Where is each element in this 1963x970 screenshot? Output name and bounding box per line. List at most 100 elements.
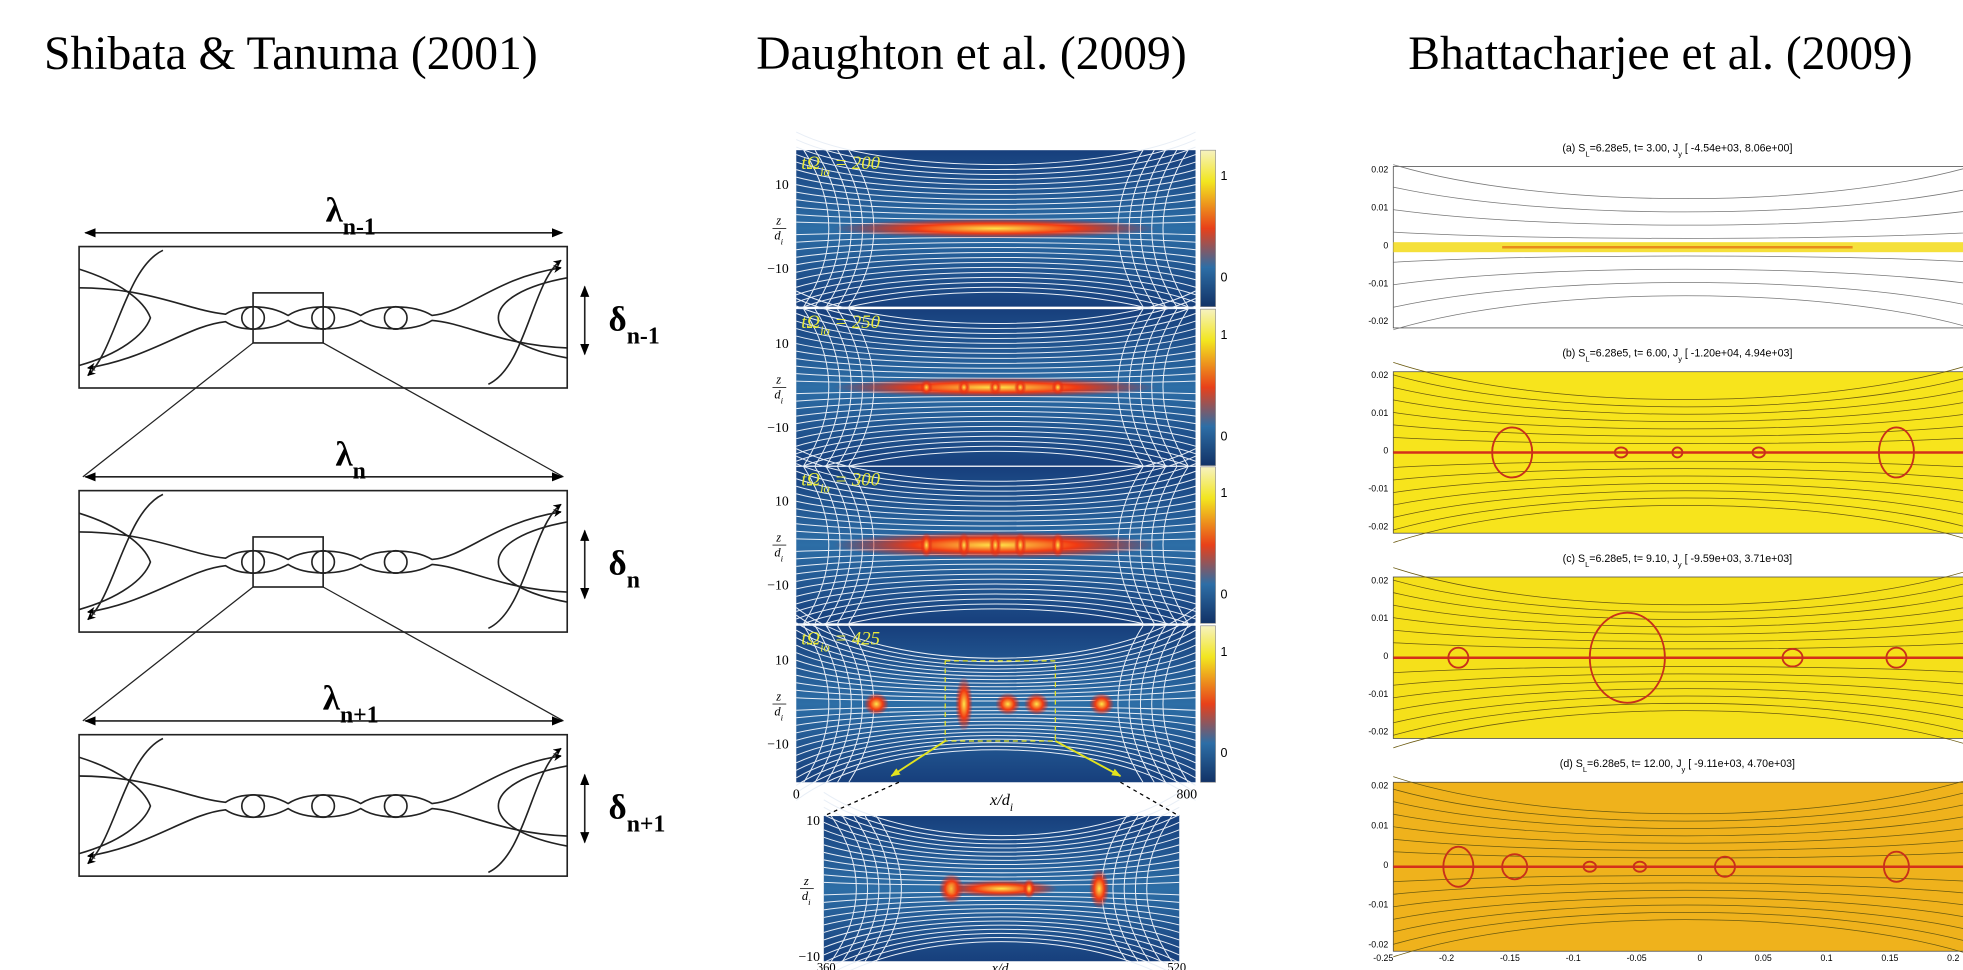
colorbar-tick: 0 [1221, 271, 1228, 285]
field-line [1393, 882, 1963, 895]
field-line [1162, 466, 1189, 624]
y-tick: 0.01 [1371, 820, 1388, 830]
subscript: io [820, 324, 830, 338]
field-line [796, 176, 1196, 195]
diagram-level [78, 737, 568, 874]
field-line [796, 425, 1196, 447]
text-part: x/d [989, 791, 1011, 809]
field-line [796, 410, 1196, 425]
field-line [823, 806, 1180, 845]
field-line [796, 139, 1196, 170]
field-line [796, 286, 1196, 318]
plasmoid [1014, 532, 1027, 558]
lambda-label: λn [335, 435, 365, 485]
field-line [1393, 776, 1963, 815]
text-part: (c) S [1563, 553, 1585, 565]
field-line [796, 515, 1196, 527]
field-line [1393, 788, 1963, 822]
y-tick: -0.01 [1368, 689, 1388, 699]
x-tick: 520 [1167, 960, 1186, 970]
field-lines [1393, 164, 1963, 331]
field-line [796, 603, 1196, 635]
text-part: tΩ [801, 629, 820, 650]
field-line [796, 256, 1196, 273]
field-line [1393, 460, 1963, 468]
y-tick: -0.01 [1368, 900, 1388, 910]
field-line [796, 644, 1196, 677]
field-line [796, 710, 1196, 719]
y-tick: 10 [775, 336, 789, 351]
field-line [1393, 399, 1963, 422]
y-tick: 10 [775, 653, 789, 668]
field-line [823, 924, 1180, 956]
field-line [1393, 268, 1963, 286]
plasmoid [989, 532, 1002, 558]
x-tick: -0.15 [1500, 953, 1520, 963]
field-line [1393, 666, 1963, 674]
field-line [796, 445, 1196, 477]
field-line [823, 844, 1180, 866]
field-line [795, 614, 1196, 663]
text-part: tΩ [801, 470, 820, 491]
plasmoid [1024, 692, 1050, 716]
field-line [488, 503, 562, 630]
text-part: x/d [991, 961, 1009, 970]
field-line [1146, 815, 1173, 962]
field-line [497, 765, 568, 847]
x-tick: -0.05 [1627, 953, 1647, 963]
y-label: z [775, 214, 781, 228]
field-line [1393, 889, 1963, 908]
field-line [823, 928, 1180, 963]
text-part: d [774, 545, 781, 559]
plasmoid [1781, 648, 1804, 668]
plasmoid [1089, 868, 1110, 909]
subscript: io [820, 482, 830, 496]
field-line [796, 405, 1196, 417]
field-lines [823, 791, 1180, 970]
subscript: n [627, 567, 640, 593]
y-tick: 0.02 [1371, 781, 1388, 791]
field-line [796, 652, 1196, 681]
field-line [795, 745, 1196, 794]
field-line [796, 154, 1196, 180]
field-line [1393, 826, 1963, 844]
text-part: λ [323, 679, 341, 718]
y-label: di [774, 545, 783, 563]
x-tick: 0.15 [1881, 953, 1898, 963]
colorbar-tick: 1 [1221, 328, 1228, 342]
field-line [796, 261, 1196, 281]
subscript: io [820, 165, 830, 179]
field-line [796, 184, 1196, 200]
field-line [87, 249, 164, 377]
plasmoid [1014, 379, 1027, 395]
field-line [796, 470, 1196, 497]
plasmoid [920, 532, 933, 558]
plasmoid [1582, 860, 1597, 873]
time-label: tΩio = 425 [801, 629, 880, 655]
text-part: =6.28e5, t= 6.00, J [1590, 348, 1679, 360]
field-line [1393, 567, 1963, 606]
plasmoid [1885, 646, 1908, 669]
plasmoid [957, 379, 971, 395]
field-line [1393, 475, 1963, 493]
text-part: [ -1.20e+04, 4.94e+03] [1682, 348, 1793, 360]
zoom-box [944, 660, 1056, 742]
field-line [1393, 592, 1963, 620]
field-line [1393, 483, 1963, 506]
field-line [1393, 231, 1963, 239]
text-part: λ [335, 435, 353, 474]
field-line [796, 191, 1196, 205]
plasmoid [1714, 855, 1736, 878]
field-line [1393, 851, 1963, 859]
field-line [1393, 282, 1963, 308]
island [383, 793, 408, 819]
text-part: δ [609, 543, 627, 582]
zoom-line [322, 342, 564, 478]
field-line [1162, 308, 1189, 466]
field-line [1393, 424, 1963, 437]
plot-title: (c) SL=6.28e5, t= 9.10, Jy [ -9.59e+03, … [1563, 553, 1793, 569]
plasmoid [1877, 426, 1915, 479]
plot-title: (b) SL=6.28e5, t= 6.00, Jy [ -1.20e+04, … [1562, 348, 1792, 364]
plot-title: (d) SL=6.28e5, t= 12.00, Jy [ -9.11e+03,… [1560, 758, 1795, 774]
field-line [1393, 490, 1963, 518]
